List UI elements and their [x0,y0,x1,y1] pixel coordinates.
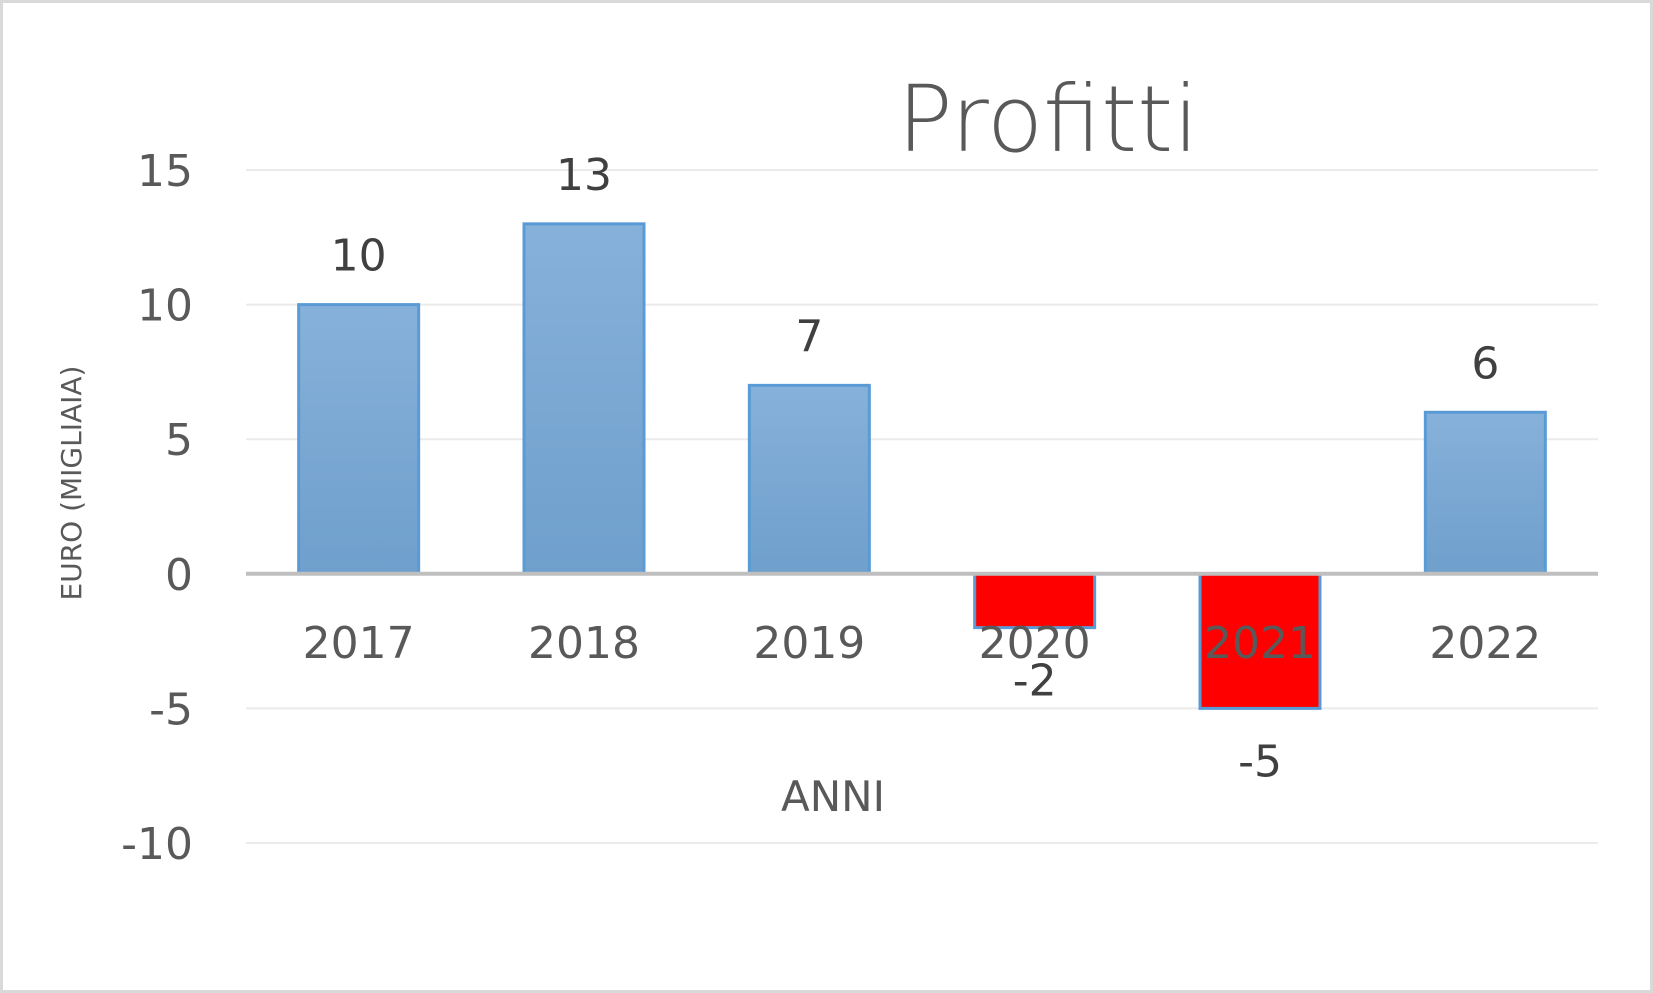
data-label: -5 [1238,736,1282,787]
x-tick-label: 2017 [303,618,415,669]
y-tick-label: 15 [137,146,193,197]
x-axis-title: ANNI [781,772,885,821]
data-label: 10 [331,231,387,282]
x-tick-label: 2021 [1204,618,1316,669]
labels: 15 10 5 0 -5 -10 2017 10 2018 13 2019 7 2020-2 2021 -5… [121,146,1541,870]
y-axis-title: EURO (MIGLIAIA) [55,366,88,601]
data-label: 6 [1471,338,1499,389]
bar-2017 [297,303,421,576]
bar-2021 [1198,572,1322,710]
y-tick-label: 0 [165,550,193,601]
bar-2019 [747,383,871,576]
x-tick-label: 2022 [1429,618,1541,669]
bar-2020 [973,572,1097,630]
data-label: -2 [1013,656,1057,707]
y-tick-label: -5 [149,684,193,735]
bar-chart: 15 10 5 0 -5 -10 2017 10 2018 13 2019 7 2020-2 2021 -5… [55,66,1598,870]
gridlines [246,169,1598,844]
x-tick-label: 2018 [528,618,640,669]
y-tick-label: -10 [121,819,193,870]
y-tick-label: 5 [165,415,193,466]
x-tick-label: 2019 [753,618,865,669]
data-label: 13 [556,150,612,201]
y-tick-label: 10 [137,281,193,332]
bars [297,222,1547,710]
bar-2018 [522,222,646,576]
data-label: 7 [795,311,823,362]
bar-2022 [1423,410,1547,576]
chart-title: Profitti [897,66,1199,173]
x-tick-label: 2020 [979,618,1091,669]
